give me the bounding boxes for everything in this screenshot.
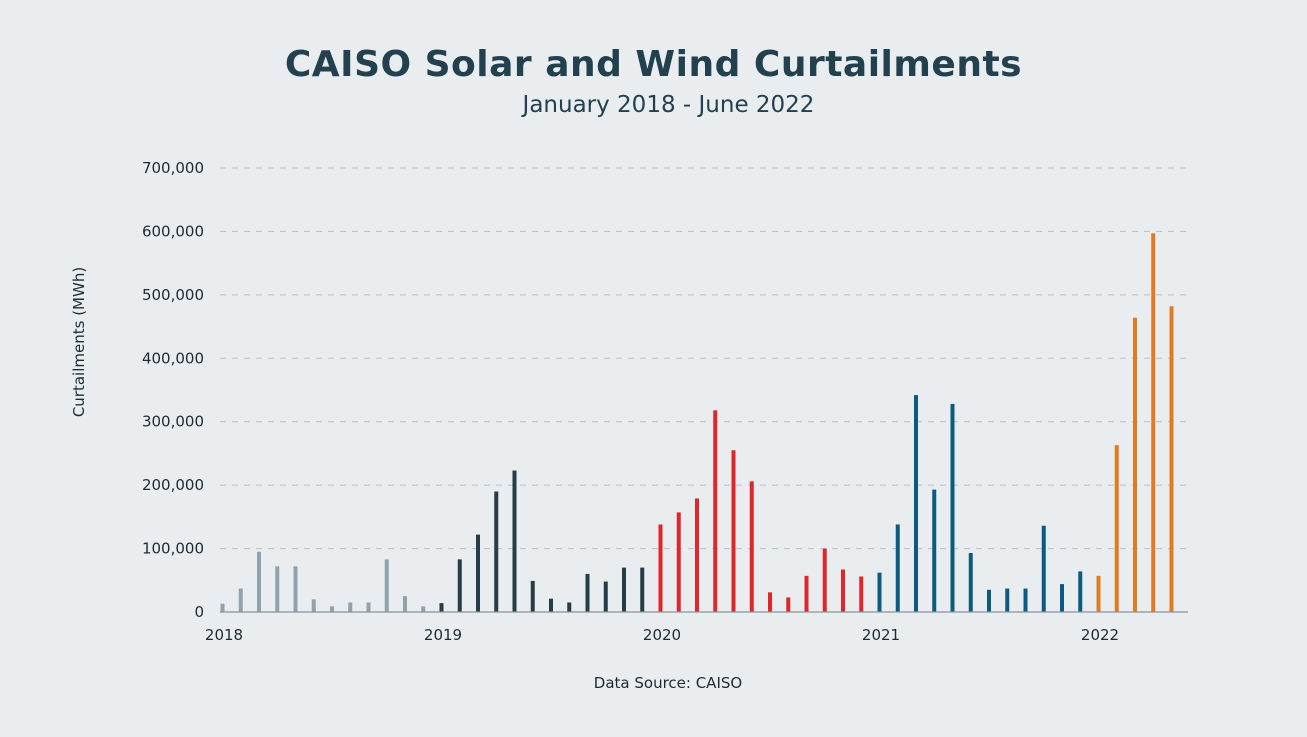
bar-2019 xyxy=(512,470,517,612)
bar-2021 xyxy=(1005,588,1010,612)
bar-2019 xyxy=(622,567,626,612)
x-tick-label: 2021 xyxy=(862,626,900,644)
chart-subtitle: January 2018 - June 2022 xyxy=(522,92,815,118)
y-tick-label: 600,000 xyxy=(142,222,204,240)
bar-2019 xyxy=(585,573,590,612)
bar-2021 xyxy=(1023,588,1028,612)
bar-2018 xyxy=(348,602,353,612)
bar-2018 xyxy=(275,566,280,612)
x-tick-label: 2022 xyxy=(1081,626,1119,644)
bar-2019 xyxy=(603,581,608,612)
y-axis-label: Curtailments (MWh) xyxy=(70,267,88,417)
bar-2020 xyxy=(786,597,791,612)
bar-2020 xyxy=(676,512,681,612)
bar-2018 xyxy=(293,566,298,612)
bar-2021 xyxy=(895,524,900,612)
bar-2018 xyxy=(311,599,316,612)
x-tick-label: 2018 xyxy=(205,626,243,644)
bar-2018 xyxy=(403,596,407,612)
bar-2022 xyxy=(1114,445,1119,612)
bar-2018 xyxy=(421,606,426,612)
bar-2019 xyxy=(567,602,572,612)
bar-2020 xyxy=(749,481,754,612)
bars xyxy=(220,233,1174,612)
bar-2019 xyxy=(457,559,462,612)
bar-2021 xyxy=(987,589,991,612)
bar-2022 xyxy=(1096,575,1101,612)
bar-2018 xyxy=(257,551,261,612)
bar-2021 xyxy=(914,395,918,612)
bar-2020 xyxy=(841,569,845,612)
bar-2020 xyxy=(859,576,864,612)
y-tick-label: 400,000 xyxy=(142,349,204,367)
bar-2020 xyxy=(822,548,827,612)
bar-2021 xyxy=(1060,584,1064,612)
data-source-note: Data Source: CAISO xyxy=(593,674,743,692)
bar-2021 xyxy=(950,403,955,612)
bar-2018 xyxy=(238,588,243,612)
bar-2019 xyxy=(549,598,553,612)
gridlines xyxy=(220,167,1188,550)
bar-2021 xyxy=(968,553,973,612)
bar-2018 xyxy=(330,606,334,612)
y-tick-label: 300,000 xyxy=(142,413,204,431)
bar-2021 xyxy=(877,572,882,612)
y-axis-ticks: 0 100,000 200,000 300,000 400,000 500,000 600,… xyxy=(142,159,204,621)
y-tick-label: 100,000 xyxy=(142,540,204,558)
bar-2018 xyxy=(220,603,225,612)
bar-2020 xyxy=(713,410,718,612)
x-tick-label: 2020 xyxy=(643,626,681,644)
bar-2018 xyxy=(366,602,371,612)
bar-2020 xyxy=(658,524,663,612)
chart-title: CAISO Solar and Wind Curtailments xyxy=(284,44,1023,85)
bar-2020 xyxy=(768,592,772,612)
bar-2019 xyxy=(640,567,645,612)
bar-2022 xyxy=(1151,233,1156,612)
y-tick-label: 200,000 xyxy=(142,476,204,494)
bar-2022 xyxy=(1169,306,1174,612)
bar-2019 xyxy=(476,534,480,612)
bar-2020 xyxy=(731,450,736,612)
bar-2021 xyxy=(932,489,937,612)
bar-2020 xyxy=(695,498,699,612)
y-tick-label: 0 xyxy=(194,603,204,621)
bar-2022 xyxy=(1133,317,1137,612)
bar-2019 xyxy=(439,603,444,612)
bar-2019 xyxy=(494,491,499,612)
bar-2021 xyxy=(1041,525,1046,612)
y-tick-label: 500,000 xyxy=(142,286,204,304)
bar-2021 xyxy=(1078,571,1083,612)
bar-2018 xyxy=(384,559,389,612)
y-tick-label: 700,000 xyxy=(142,159,204,177)
bar-2019 xyxy=(530,580,535,612)
x-axis-ticks: 2018 2019 2020 2021 2022 xyxy=(205,626,1119,644)
bar-2020 xyxy=(804,575,809,612)
x-tick-label: 2019 xyxy=(424,626,462,644)
